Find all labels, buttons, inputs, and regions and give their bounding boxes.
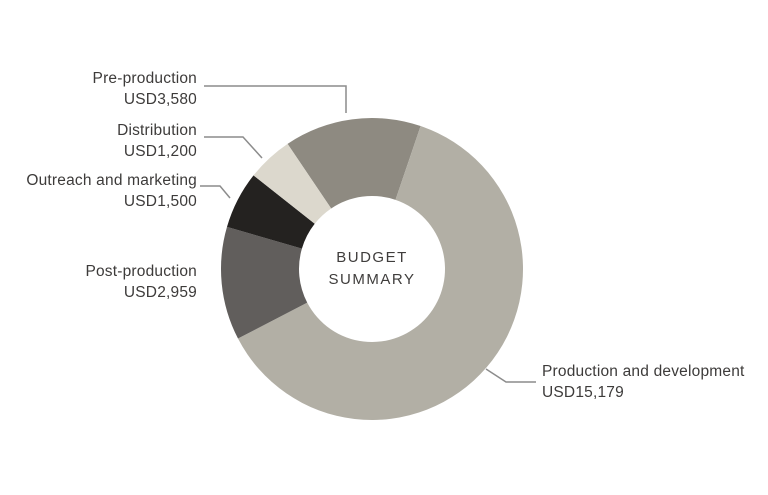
label-outreach-name: Outreach and marketing xyxy=(26,172,197,189)
chart-center-title-line1: BUDGET xyxy=(336,249,408,266)
donut-ring xyxy=(221,118,524,421)
donut-segment-production-and-development xyxy=(237,126,524,421)
leader-lines xyxy=(200,85,536,383)
donut-segment-pre-production xyxy=(287,118,421,209)
label-pre-production-name: Pre-production xyxy=(92,70,197,87)
label-pre-production: Pre-production USD3,580 xyxy=(93,68,197,110)
label-distribution: Distribution USD1,200 xyxy=(117,120,197,162)
label-production-and-development: Production and development USD15,179 xyxy=(542,361,745,403)
leader-line-production-and-development xyxy=(485,368,536,383)
leader-line-outreach-and-marketing xyxy=(200,185,231,199)
donut-segment-outreach-and-marketing xyxy=(226,175,315,249)
label-post-production-name: Post-production xyxy=(85,263,197,280)
label-post-production: Post-production USD2,959 xyxy=(85,261,197,303)
donut-segment-distribution xyxy=(253,143,332,224)
chart-center-title: BUDGET SUMMARY xyxy=(272,247,472,291)
leader-line-pre-production xyxy=(204,85,347,113)
label-outreach-and-marketing: Outreach and marketing USD1,500 xyxy=(26,170,197,212)
label-production-amount: USD15,179 xyxy=(542,384,624,401)
label-distribution-amount: USD1,200 xyxy=(123,143,197,160)
chart-center-title-line2: SUMMARY xyxy=(328,271,416,288)
label-post-production-amount: USD2,959 xyxy=(123,284,197,301)
label-production-name: Production and development xyxy=(542,363,745,380)
leader-line-distribution xyxy=(204,136,263,159)
label-outreach-amount: USD1,500 xyxy=(123,193,197,210)
label-pre-production-amount: USD3,580 xyxy=(123,91,197,108)
label-distribution-name: Distribution xyxy=(117,122,197,139)
donut-segment-post-production xyxy=(221,226,308,339)
